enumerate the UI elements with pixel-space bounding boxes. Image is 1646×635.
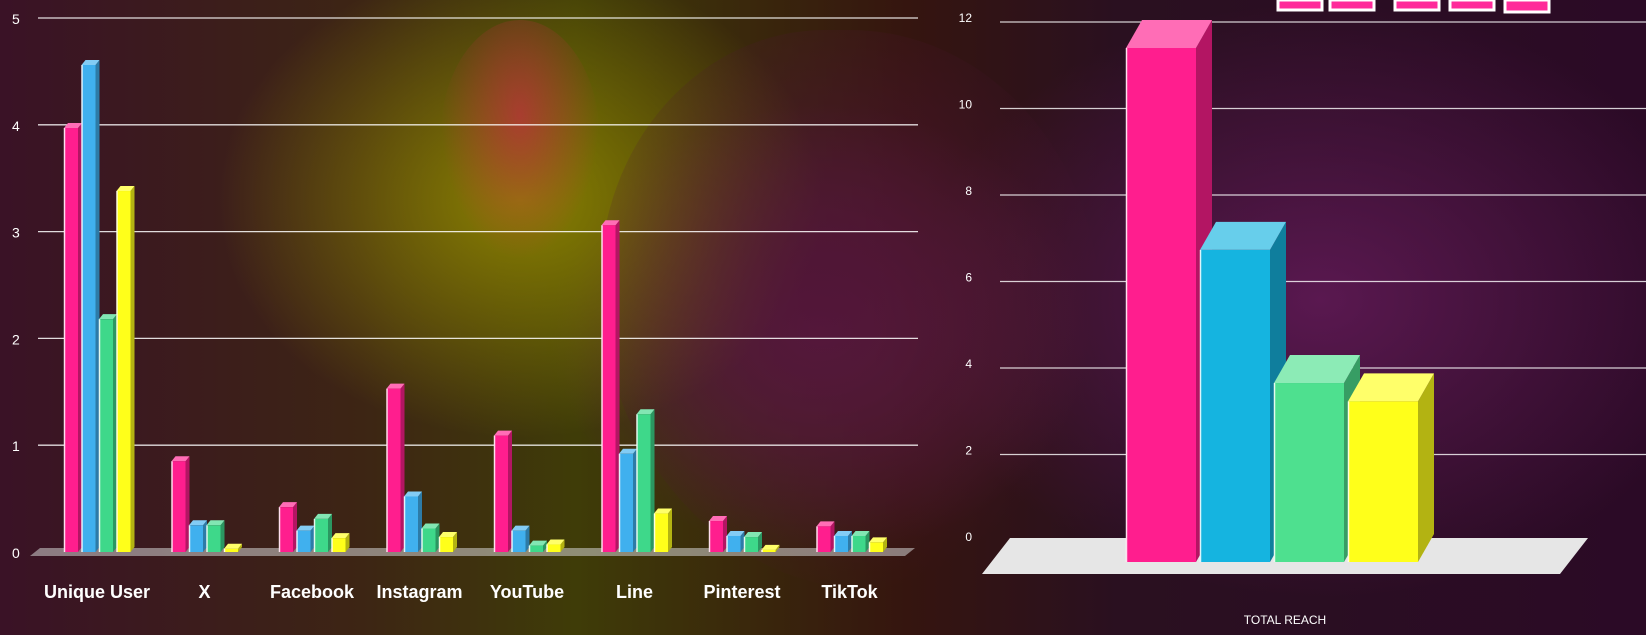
platform-chart: 0 1 2 3 4 5 Unique User X Facebook Instagram YouTu… [12, 11, 918, 602]
bar-0-2 [98, 314, 117, 552]
bar-1-3 [223, 543, 242, 552]
y-tick-label: 4 [965, 357, 972, 371]
background-bouquet [600, 30, 1100, 590]
y-tick-label: 0 [12, 545, 20, 561]
y-tick-label: 2 [12, 331, 20, 347]
background-flower [440, 20, 600, 260]
x-tick-label: Line [616, 582, 653, 602]
y-tick-label: 6 [965, 271, 972, 285]
bar-6-0 [708, 516, 727, 552]
bar-7-2 [851, 530, 870, 552]
bar-6-3 [761, 544, 780, 552]
y-tick-label: 0 [965, 530, 972, 544]
y-tick-label: 8 [965, 184, 972, 198]
bar-7-3 [868, 537, 887, 552]
bar-1-0 [171, 456, 190, 552]
bar-2-1 [296, 525, 315, 552]
y-tick-label: 4 [12, 118, 20, 134]
bar-0-0 [63, 123, 82, 552]
x-tick-label: TOTAL REACH [1244, 613, 1326, 627]
bar-5-0 [601, 220, 620, 552]
bar-5-3 [653, 508, 672, 552]
total-reach-bar-2 [1273, 355, 1360, 562]
x-tick-label: Unique User [44, 582, 150, 602]
x-tick-label: Instagram [376, 582, 462, 602]
total-reach-chart: 0 2 4 6 8 10 12 TOTAL REACH [959, 0, 1646, 627]
y-tick-label: 3 [12, 225, 20, 241]
bar-3-1 [403, 491, 422, 552]
bar-4-2 [528, 540, 547, 552]
bar-6-1 [726, 530, 745, 552]
bar-4-1 [511, 525, 530, 552]
bar-5-1 [618, 448, 637, 552]
header-decoration [1276, 0, 1551, 14]
bar-5-2 [636, 409, 655, 552]
y-tick-label: 5 [12, 11, 20, 27]
bar-4-0 [493, 430, 512, 552]
bar-7-0 [816, 521, 835, 552]
y-tick-label: 10 [959, 98, 973, 112]
y-tick-label: 12 [959, 11, 973, 25]
total-reach-bar-3 [1347, 373, 1434, 562]
x-tick-label: YouTube [490, 582, 564, 602]
bar-1-2 [206, 520, 225, 552]
bar-2-0 [278, 502, 297, 552]
bar-7-1 [833, 530, 852, 552]
bar-3-3 [438, 532, 457, 552]
bar-3-2 [421, 523, 440, 552]
bar-2-2 [313, 513, 332, 552]
total-reach-bar-0 [1125, 20, 1212, 562]
x-tick-label: TikTok [821, 582, 878, 602]
bar-2-3 [331, 533, 350, 552]
total-reach-bar-1 [1199, 221, 1286, 562]
bar-3-0 [386, 383, 405, 552]
x-tick-label: Facebook [270, 582, 355, 602]
bar-4-3 [546, 539, 565, 552]
bar-1-1 [188, 520, 207, 552]
y-tick-label: 1 [12, 438, 20, 454]
x-tick-label: X [198, 582, 210, 602]
chart-floor [30, 548, 915, 556]
y-tick-label: 2 [965, 444, 972, 458]
bar-6-2 [743, 532, 762, 552]
bar-0-1 [81, 59, 100, 552]
bar-0-3 [116, 186, 135, 553]
x-tick-label: Pinterest [703, 582, 780, 602]
